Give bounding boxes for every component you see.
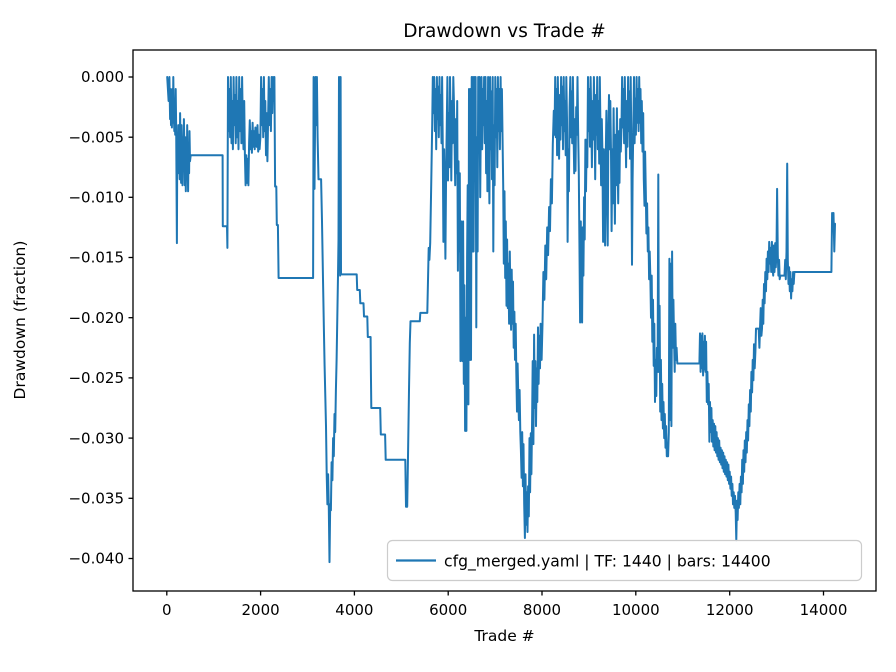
x-tick-label: 8000	[523, 601, 561, 619]
y-tick-label: −0.020	[68, 309, 124, 327]
y-tick-label: −0.040	[68, 550, 124, 568]
legend: cfg_merged.yaml | TF: 1440 | bars: 14400	[386, 539, 863, 582]
x-tick-label: 12000	[706, 601, 754, 619]
x-tick-label: 2000	[242, 601, 280, 619]
y-tick-label: −0.015	[68, 249, 124, 267]
x-axis-label: Trade #	[473, 627, 534, 645]
drawdown-line	[166, 76, 836, 564]
x-tick-label: 10000	[612, 601, 660, 619]
y-tick-label: 0.000	[81, 68, 124, 86]
axes-frame	[132, 49, 877, 592]
legend-box	[386, 539, 863, 582]
x-tick-label: 6000	[429, 601, 467, 619]
y-tick-label: −0.005	[68, 128, 124, 146]
x-tick-label: 4000	[335, 601, 373, 619]
legend-label: cfg_merged.yaml | TF: 1440 | bars: 14400	[444, 553, 771, 572]
y-axis-label: Drawdown (fraction)	[11, 241, 29, 400]
chart-title: Drawdown vs Trade #	[403, 21, 606, 42]
x-tick-label: 14000	[800, 601, 848, 619]
y-tick-label: −0.030	[68, 429, 124, 447]
y-tick-label: −0.035	[68, 490, 124, 508]
y-tick-label: −0.025	[68, 369, 124, 387]
y-tick-label: −0.010	[68, 189, 124, 207]
x-axis-ticks: 0 2000 4000 6000 8000 10000 12000 14000	[162, 591, 847, 619]
x-tick-label: 0	[162, 601, 172, 619]
y-axis-ticks: 0.000 −0.005 −0.010 −0.015 −0.020 −0.025 −0.03…	[68, 68, 133, 568]
